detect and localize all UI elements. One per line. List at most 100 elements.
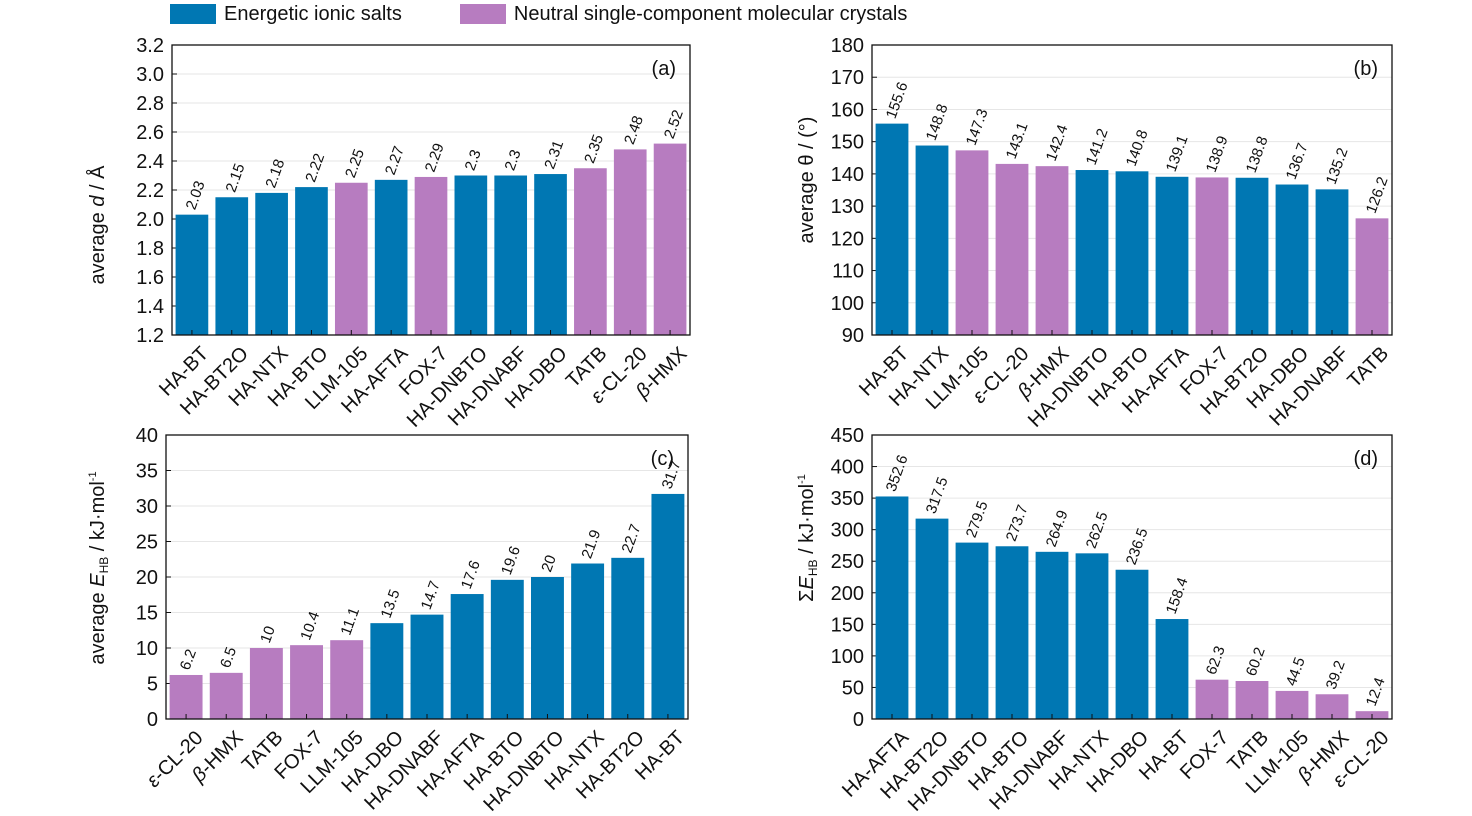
bar-LLM-105 xyxy=(330,640,364,719)
y-tick-label: 30 xyxy=(136,496,158,518)
data-label: 2.48 xyxy=(621,114,647,147)
bar-HA-BTO xyxy=(295,187,328,335)
data-label: 14.7 xyxy=(418,579,444,612)
y-tick-label: 100 xyxy=(831,293,864,315)
x-tick-label: TATB xyxy=(1344,343,1394,393)
legend-item-neutral-crystals: Neutral single-component molecular cryst… xyxy=(459,2,908,26)
bar-HA-NTX xyxy=(571,563,605,719)
y-tick-label: 15 xyxy=(136,603,158,625)
data-label: 317.5 xyxy=(923,475,952,516)
chart-panel-b: 90100110120130140150160170180155.6HA-BT1… xyxy=(796,35,1393,432)
data-label: 62.3 xyxy=(1203,644,1229,677)
bar-HA-DNBTO xyxy=(955,542,989,719)
y-tick-label: 400 xyxy=(831,457,864,479)
y-tick-label: 100 xyxy=(831,646,864,668)
bar-HA-BTO xyxy=(995,546,1029,719)
bar-HA-AFTA xyxy=(374,179,408,335)
data-label: 11.1 xyxy=(337,605,363,637)
data-label: 6.2 xyxy=(177,647,200,672)
bar-β-HMX xyxy=(1035,166,1069,335)
data-label: 39.2 xyxy=(1323,658,1349,691)
bar-β-HMX xyxy=(209,672,243,719)
bar-HA-DNBTO xyxy=(454,175,488,335)
data-label: 135.2 xyxy=(1323,146,1352,187)
y-tick-label: 90 xyxy=(842,325,864,347)
bar-HA-DBO xyxy=(1115,569,1149,719)
bar-HA-DNBTO xyxy=(1075,170,1109,335)
y-tick-label: 130 xyxy=(831,196,864,218)
y-axis-label: average EHB / kJ·mol-1 xyxy=(87,471,111,664)
y-tick-label: 170 xyxy=(831,67,864,89)
data-label: 279.5 xyxy=(963,499,992,540)
bar-β-HMX xyxy=(653,143,687,335)
bar-LLM-105 xyxy=(334,182,368,335)
data-label: 136.7 xyxy=(1283,141,1312,182)
y-tick-label: 1.2 xyxy=(136,325,164,347)
data-label: 2.3 xyxy=(462,147,485,172)
bar-HA-NTX xyxy=(1075,553,1109,719)
panel-label: (a) xyxy=(652,58,676,80)
y-tick-label: 10 xyxy=(136,638,158,660)
data-label: 17.6 xyxy=(458,558,484,591)
data-label: 13.5 xyxy=(378,587,404,620)
bar-HA-BT2O xyxy=(611,557,645,719)
data-label: 19.6 xyxy=(498,544,524,577)
y-tick-label: 35 xyxy=(136,461,158,483)
data-label: 12.4 xyxy=(1363,675,1389,708)
bar-HA-DNABF xyxy=(1315,189,1349,335)
bar-TATB xyxy=(1355,218,1389,335)
y-tick-label: 120 xyxy=(831,228,864,250)
bar-HA-BT xyxy=(1155,619,1189,719)
bar-HA-BT2O xyxy=(1235,177,1269,335)
y-tick-label: 2.6 xyxy=(136,122,164,144)
y-tick-label: 350 xyxy=(831,488,864,510)
bar-HA-BT2O xyxy=(215,197,249,335)
y-tick-label: 1.4 xyxy=(136,296,164,318)
plot-frame xyxy=(171,44,691,336)
data-label: 148.8 xyxy=(923,102,952,143)
bar-HA-NTX xyxy=(255,192,288,335)
data-label: 2.22 xyxy=(302,151,328,184)
y-tick-label: 3.0 xyxy=(136,64,164,86)
y-tick-label: 1.8 xyxy=(136,238,164,260)
y-tick-label: 2.0 xyxy=(136,209,164,231)
plot-frame xyxy=(871,44,1393,336)
panel-label: (c) xyxy=(651,448,674,470)
data-label: 141.2 xyxy=(1083,126,1112,167)
bar-ε-CL-20 xyxy=(995,163,1029,335)
data-label: 158.4 xyxy=(1163,575,1192,616)
bar-HA-DBO xyxy=(1275,184,1309,335)
y-axis-label: ΣEHB / kJ·mol-1 xyxy=(796,474,820,602)
y-tick-label: 250 xyxy=(831,551,864,573)
bar-HA-DBO xyxy=(370,623,404,719)
data-label: 6.5 xyxy=(217,645,240,670)
chart-panel-c: 05101520253035406.2ε-CL-206.5β-HMX10TATB… xyxy=(87,425,689,816)
data-label: 139.1 xyxy=(1163,133,1192,174)
y-tick-label: 300 xyxy=(831,520,864,542)
data-label: 138.9 xyxy=(1203,134,1232,175)
legend-swatch-neutral xyxy=(459,4,506,24)
y-tick-label: 0 xyxy=(853,709,864,731)
bar-HA-BTO xyxy=(1115,171,1149,335)
data-label: 2.29 xyxy=(422,141,448,174)
bar-HA-AFTA xyxy=(450,594,484,719)
bar-HA-BTO xyxy=(490,579,524,719)
data-label: 155.6 xyxy=(883,80,912,121)
y-tick-label: 25 xyxy=(136,532,158,554)
data-label: 2.31 xyxy=(541,138,567,171)
data-label: 60.2 xyxy=(1243,645,1269,678)
bar-HA-DNABF xyxy=(410,614,444,719)
data-label: 2.25 xyxy=(342,147,368,180)
bar-ε-CL-20 xyxy=(169,674,203,719)
y-tick-label: 2.8 xyxy=(136,93,164,115)
plot-frame xyxy=(871,434,1393,720)
data-label: 10.4 xyxy=(297,609,323,642)
y-axis-label: average θ / (°) xyxy=(796,117,818,244)
legend-label-neutral: Neutral single-component molecular cryst… xyxy=(513,2,908,25)
bar-HA-DNBTO xyxy=(530,577,564,719)
data-label: 2.03 xyxy=(183,179,209,212)
y-tick-label: 50 xyxy=(842,677,864,699)
bar-HA-NTX xyxy=(915,145,949,335)
y-tick-label: 20 xyxy=(136,567,158,589)
data-label: 21.9 xyxy=(578,528,604,561)
